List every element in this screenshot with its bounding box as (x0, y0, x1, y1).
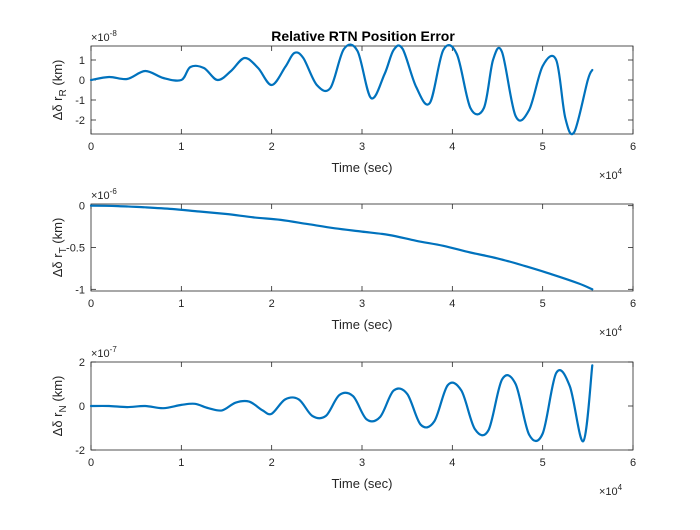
x-tick-label: 1 (178, 457, 184, 469)
series-line-1 (89, 43, 594, 136)
subplot-2: 0 1 2 3 4 5 6 -1 -0.5 0 Time (sec) ×104 ×10-6 Δδ rT (… (50, 187, 636, 339)
y-tick-label: -0.5 (66, 243, 85, 255)
y-tick-label: 0 (79, 75, 85, 87)
x-tick-label: 0 (88, 298, 94, 310)
y-axis-label: Δδ rT (km) (50, 218, 69, 278)
x-tick-label: 2 (269, 298, 275, 310)
x-exponent: ×104 (599, 483, 623, 498)
x-tick-label: 3 (359, 141, 365, 153)
axes-box (90, 203, 634, 292)
x-tick-label: 6 (630, 298, 636, 310)
y-axis-label: Δδ rR (km) (50, 60, 69, 121)
y-exponent: ×10-8 (91, 29, 117, 44)
y-exponent: ×10-7 (91, 345, 117, 360)
subplot-1: 0 1 2 3 4 5 6 -2 -1 0 1 Time (sec) ×104 ×10-8 Δδ rR (k… (50, 29, 636, 182)
x-exponent: ×104 (599, 324, 623, 339)
x-tick-label: 3 (359, 457, 365, 469)
y-axis-label: Δδ rN (km) (50, 376, 69, 437)
x-tick-label: 1 (178, 298, 184, 310)
y-tick-label: 2 (79, 357, 85, 369)
x-exponent: ×104 (599, 167, 623, 182)
y-tick-label: 0 (79, 401, 85, 413)
axes-box (90, 45, 634, 135)
series-line-1 (89, 204, 594, 291)
x-tick-label: 4 (449, 141, 455, 153)
x-tick-label: 2 (269, 141, 275, 153)
x-tick-label: 5 (540, 298, 546, 310)
x-tick-label: 4 (449, 457, 455, 469)
x-tick-label: 6 (630, 141, 636, 153)
y-tick-label: -2 (75, 445, 85, 457)
y-tick-label: -2 (75, 115, 85, 127)
y-tick-label: -1 (75, 284, 85, 296)
y-tick-label: 1 (79, 55, 85, 67)
x-tick-label: 4 (449, 298, 455, 310)
y-tick-label: -1 (75, 95, 85, 107)
x-tick-label: 5 (540, 141, 546, 153)
x-axis-label: Time (sec) (332, 160, 393, 175)
y-tick-label: 0 (79, 201, 85, 213)
x-tick-label: 3 (359, 298, 365, 310)
x-tick-label: 1 (178, 141, 184, 153)
chart-title: Relative RTN Position Error (271, 28, 455, 44)
x-tick-label: 5 (540, 457, 546, 469)
x-tick-label: 0 (88, 457, 94, 469)
x-axis-label: Time (sec) (332, 317, 393, 332)
x-tick-label: 6 (630, 457, 636, 469)
x-axis-label: Time (sec) (332, 476, 393, 491)
x-tick-label: 2 (269, 457, 275, 469)
x-tick-label: 0 (88, 141, 94, 153)
series-line-1 (89, 364, 594, 443)
y-exponent: ×10-6 (91, 187, 117, 202)
